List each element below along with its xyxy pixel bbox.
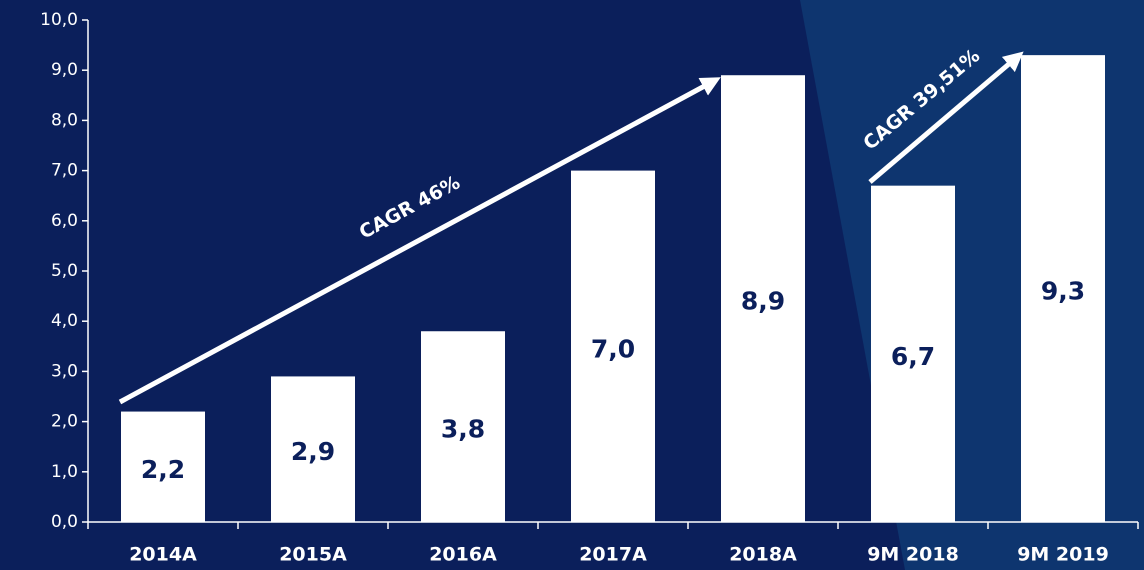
arrow <box>118 77 721 405</box>
value-label: 8,9 <box>741 287 785 316</box>
y-tick-label: 4,0 <box>51 311 78 331</box>
x-tick-label: 2017A <box>579 544 647 566</box>
bar <box>271 376 355 522</box>
y-tick-label: 2,0 <box>51 412 78 432</box>
arrow <box>868 51 1024 184</box>
bar <box>571 170 655 522</box>
bar <box>1021 55 1105 522</box>
bar <box>121 411 205 522</box>
y-tick-label: 0,0 <box>51 512 78 532</box>
value-label: 7,0 <box>591 334 635 363</box>
y-tick-label: 6,0 <box>51 211 78 231</box>
y-tick-label: 3,0 <box>51 361 78 381</box>
y-tick-label: 8,0 <box>51 110 78 130</box>
y-tick-label: 10,0 <box>40 10 78 30</box>
value-label: 3,8 <box>441 415 485 444</box>
y-tick-label: 5,0 <box>51 261 78 281</box>
value-label: 6,7 <box>891 342 935 371</box>
value-label: 2,2 <box>141 455 185 484</box>
bar <box>871 185 955 522</box>
x-tick-label: 2014A <box>129 544 197 566</box>
x-tick-label: 2015A <box>279 544 347 566</box>
bar <box>421 331 505 522</box>
value-label: 9,3 <box>1041 277 1085 306</box>
y-tick-label: 9,0 <box>51 60 78 80</box>
y-tick-label: 7,0 <box>51 161 78 181</box>
value-label: 2,9 <box>291 437 335 466</box>
bar <box>721 75 805 522</box>
x-tick-label: 2018A <box>729 544 797 566</box>
x-tick-label: 9M 2018 <box>867 544 959 566</box>
x-tick-label: 2016A <box>429 544 497 566</box>
y-tick-label: 1,0 <box>51 462 78 482</box>
x-tick-label: 9M 2019 <box>1017 544 1109 566</box>
